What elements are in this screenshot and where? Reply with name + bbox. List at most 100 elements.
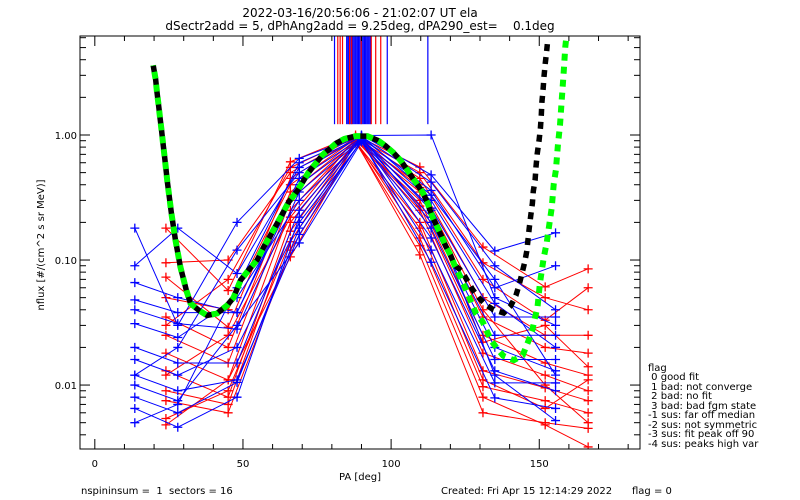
data-point-marker <box>490 355 500 365</box>
data-point-marker <box>161 258 171 268</box>
plot-frame <box>79 35 641 450</box>
data-point-marker <box>551 312 561 322</box>
data-point-marker <box>551 386 561 396</box>
footer-flag: flag = 0 <box>632 486 672 497</box>
data-point-marker <box>478 408 488 418</box>
data-point-marker <box>294 195 304 205</box>
data-point-marker <box>130 295 140 305</box>
data-point-marker <box>173 370 183 380</box>
legend-item: -4 sus: peaks high var <box>648 439 759 450</box>
trace-line <box>134 138 556 330</box>
data-point-marker <box>426 245 436 255</box>
data-point-marker <box>130 380 140 390</box>
data-point-marker <box>161 320 171 330</box>
data-point-marker <box>551 416 561 426</box>
data-point-marker <box>173 422 183 432</box>
data-point-marker <box>490 312 500 322</box>
data-point-marker <box>583 330 593 340</box>
data-point-marker <box>173 308 183 318</box>
trace-line <box>165 136 589 311</box>
data-point-marker <box>173 333 183 343</box>
legend-item: 3 bad: bad fgm state <box>648 401 756 412</box>
data-point-marker <box>232 269 242 279</box>
data-point-marker <box>490 293 500 303</box>
data-point-marker <box>232 392 242 402</box>
data-point-marker <box>551 403 561 413</box>
data-point-marker <box>130 355 140 365</box>
data-point-marker <box>490 283 500 293</box>
data-point-marker <box>583 264 593 274</box>
data-point-marker <box>583 283 593 293</box>
data-point-marker <box>223 286 233 296</box>
data-point-marker <box>173 342 183 352</box>
legend-title: flag <box>648 363 667 374</box>
data-point-marker <box>540 403 550 413</box>
data-point-marker <box>551 320 561 330</box>
data-point-marker <box>426 233 436 243</box>
trace-group <box>130 130 593 449</box>
data-point-marker <box>173 408 183 418</box>
data-point-marker <box>551 355 561 365</box>
data-point-marker <box>426 257 436 267</box>
data-point-marker <box>583 408 593 418</box>
data-point-marker <box>130 278 140 288</box>
data-point-marker <box>161 223 171 233</box>
data-point-marker <box>478 258 488 268</box>
data-point-marker <box>232 342 242 352</box>
data-point-marker <box>551 370 561 380</box>
trace-line <box>134 136 556 311</box>
data-point-marker <box>426 177 436 187</box>
plot-area <box>130 36 593 449</box>
data-point-marker <box>551 261 561 271</box>
trace-line <box>134 135 557 376</box>
data-point-marker <box>478 392 488 402</box>
data-point-marker <box>130 370 140 380</box>
data-point-marker <box>551 342 561 352</box>
data-point-marker <box>232 377 242 387</box>
data-point-marker <box>173 358 183 368</box>
trace-line <box>134 140 556 376</box>
data-point-marker <box>415 250 425 260</box>
data-point-marker <box>130 305 140 315</box>
footer-created: Created: Fri Apr 15 12:14:29 2022 <box>441 486 612 497</box>
data-point-marker <box>130 261 140 271</box>
legend-item: 2 bad: no fit <box>648 391 712 402</box>
data-point-marker <box>583 418 593 428</box>
data-point-marker <box>223 322 233 332</box>
legend-item: -1 sus: far off median <box>648 410 755 421</box>
data-point-marker <box>173 399 183 409</box>
data-point-marker <box>540 396 550 406</box>
y-tick-label: 0.01 <box>55 381 77 392</box>
data-point-marker <box>161 386 171 396</box>
data-point-marker <box>583 375 593 385</box>
data-point-marker <box>161 272 171 282</box>
trace-line <box>165 140 589 429</box>
data-point-marker <box>426 223 436 233</box>
legend-item: 0 good fit <box>648 372 699 383</box>
data-point-marker <box>294 238 304 248</box>
data-point-marker <box>583 442 593 449</box>
peak-marker-group <box>333 36 429 125</box>
data-point-marker <box>223 408 233 418</box>
x-tick-label: 50 <box>237 459 250 470</box>
data-point-marker <box>490 378 500 388</box>
data-point-marker <box>130 418 140 428</box>
data-point-marker <box>223 375 233 385</box>
data-point-marker <box>173 386 183 396</box>
trace-line <box>134 140 556 402</box>
fit-curve-group <box>150 36 570 364</box>
data-point-marker <box>232 245 242 255</box>
x-axis-label: PA [deg] <box>339 472 381 483</box>
data-point-marker <box>583 348 593 358</box>
chart-title: 2022-03-16/20:56:06 - 21:02:07 UT ela <box>242 6 477 20</box>
data-point-marker <box>540 293 550 303</box>
data-point-marker <box>130 319 140 329</box>
trace-line <box>165 141 589 402</box>
data-point-marker <box>294 158 304 168</box>
data-point-marker <box>223 330 233 340</box>
data-point-marker <box>583 386 593 396</box>
data-point-marker <box>540 320 550 330</box>
data-point-marker <box>490 370 500 380</box>
data-point-marker <box>130 223 140 233</box>
legend-item: -3 sus: fit peak off 90 <box>648 429 754 440</box>
